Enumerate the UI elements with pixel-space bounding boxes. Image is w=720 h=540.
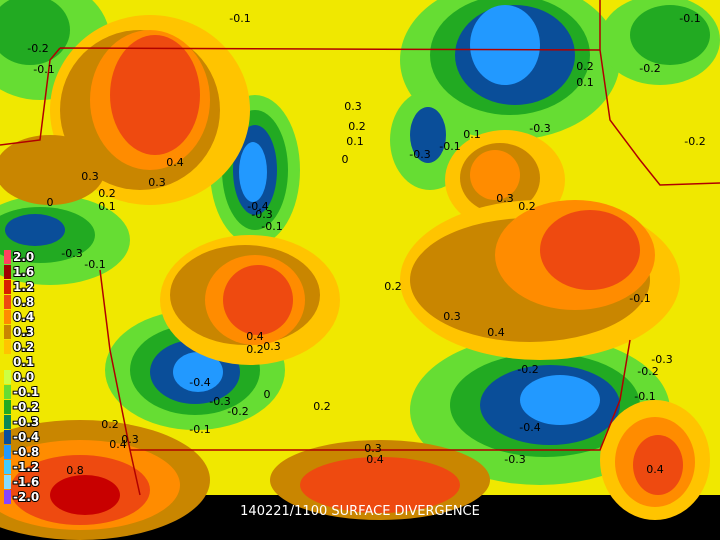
legend-label: 0.0 [13, 370, 34, 384]
map-title: 140221/1100 SURFACE DIVERGENCE [240, 504, 480, 519]
contour-label: -0.4 [519, 421, 540, 434]
legend-label: 0.8 [13, 295, 34, 309]
contour-label: 0.3 [263, 340, 281, 353]
contour-label: -0.2 [684, 135, 705, 148]
contour-label: -0.4 [189, 376, 210, 389]
contour-label: -0.2 [227, 405, 248, 418]
contour-label: 0.4 [109, 438, 127, 451]
contour-label: -0.3 [61, 247, 82, 260]
contour-label: 0.2 [313, 400, 331, 413]
legend-swatch [4, 490, 11, 504]
contour-label: -0.2 [639, 62, 660, 75]
contour-label: 0.3 [496, 192, 514, 205]
legend-label: 0.4 [13, 310, 34, 324]
legend-swatch [4, 430, 11, 444]
contour-label: 0 [264, 388, 271, 401]
contour-label: -0.1 [261, 220, 282, 233]
contour-label: 0.1 [576, 76, 594, 89]
contour-label: -0.1 [84, 258, 105, 271]
legend-label: -0.1 [13, 385, 39, 399]
contour-label: -0.1 [634, 390, 655, 403]
contour-label: 0.2 [518, 200, 536, 213]
contour-label: -0.3 [651, 353, 672, 366]
contour-label: 0.4 [646, 463, 664, 476]
contour-label: 0.1 [463, 128, 481, 141]
contour-label: 0.2 [101, 418, 119, 431]
legend-swatch [4, 280, 11, 294]
legend-swatch [4, 415, 11, 429]
contour-label: 0.3 [364, 442, 382, 455]
legend-swatch [4, 325, 11, 339]
legend-swatch [4, 385, 11, 399]
contour-label: 0.4 [366, 453, 384, 466]
contour-label: -0.1 [439, 140, 460, 153]
legend-label: -1.2 [13, 460, 39, 474]
contour-label: -0.1 [189, 423, 210, 436]
contour-label: 0.3 [443, 310, 461, 323]
legend-label: -2.0 [13, 490, 39, 504]
legend-label: 0.2 [13, 340, 34, 354]
contour-label: -0.1 [679, 12, 700, 25]
legend-swatch [4, 445, 11, 459]
legend-label: 2.0 [13, 250, 34, 264]
contour-label: 0.2 [98, 187, 116, 200]
contour-label: 0 [47, 196, 54, 209]
contour-label: 0.4 [166, 156, 184, 169]
legend-label: 1.2 [13, 280, 34, 294]
contour-label: 0.1 [346, 135, 364, 148]
legend-swatch [4, 340, 11, 354]
contour-label: -0.1 [33, 63, 54, 76]
legend-label: 0.3 [13, 325, 34, 339]
legend-swatch [4, 250, 11, 264]
contour-label: -0.2 [637, 365, 658, 378]
legend-swatch [4, 295, 11, 309]
contour-label: 0.4 [246, 330, 264, 343]
contour-label: 0.2 [384, 280, 402, 293]
contour-label: -0.3 [409, 148, 430, 161]
contour-label: 0.2 [246, 343, 264, 356]
contour-label: -0.2 [27, 42, 48, 55]
contour-label: -0.1 [629, 292, 650, 305]
contour-label: 0.1 [98, 200, 116, 213]
contour-label: 0 [342, 153, 349, 166]
contour-label: -0.1 [229, 12, 250, 25]
legend-label: 1.6 [13, 265, 34, 279]
contour-label: -0.4 [247, 200, 268, 213]
legend-label: -0.2 [13, 400, 39, 414]
legend-label: -0.3 [13, 415, 39, 429]
legend-swatch [4, 475, 11, 489]
legend-swatch [4, 460, 11, 474]
contour-label: 0.3 [81, 170, 99, 183]
legend-label: -1.6 [13, 475, 39, 489]
contour-label: 0.3 [344, 100, 362, 113]
legend-label: -0.8 [13, 445, 39, 459]
contour-label: 0.3 [148, 176, 166, 189]
legend-label: -0.4 [13, 430, 39, 444]
legend-swatch [4, 400, 11, 414]
contour-label: 0.4 [487, 326, 505, 339]
legend-swatch [4, 310, 11, 324]
legend-swatch [4, 265, 11, 279]
contour-label: 0.3 [121, 433, 139, 446]
contour-label: 0.2 [348, 120, 366, 133]
contour-label: -0.3 [504, 453, 525, 466]
legend-swatch [4, 370, 11, 384]
contour-label: -0.3 [251, 208, 272, 221]
contour-label: 0.8 [66, 464, 84, 477]
contour-label: -0.2 [517, 363, 538, 376]
contour-label: -0.3 [209, 395, 230, 408]
legend-label: 0.1 [13, 355, 34, 369]
contour-label: -0.3 [529, 122, 550, 135]
contour-label: 0.2 [576, 60, 594, 73]
legend-swatch [4, 355, 11, 369]
